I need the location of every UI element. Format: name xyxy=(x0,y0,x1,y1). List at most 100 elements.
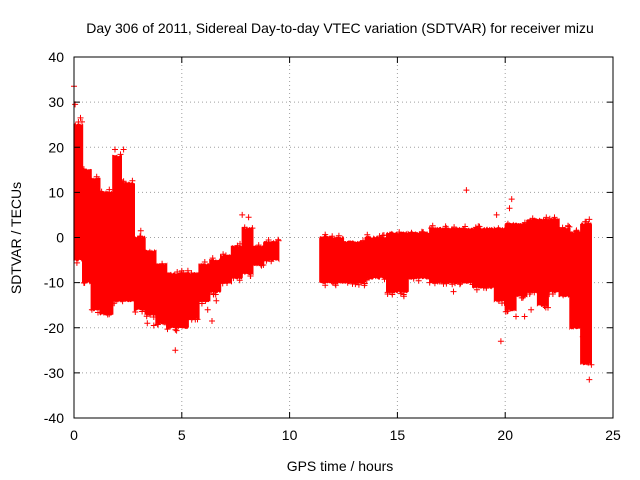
axes-layer xyxy=(73,56,614,419)
data-band-segment xyxy=(99,190,114,317)
data-point-outlier xyxy=(513,313,519,320)
data-point-outlier xyxy=(508,196,515,203)
data-point xyxy=(352,281,359,288)
data-point xyxy=(93,173,100,180)
data-point xyxy=(257,261,264,268)
data-point xyxy=(545,304,551,311)
data-point xyxy=(81,279,88,286)
data-point xyxy=(332,282,339,289)
data-band-segment xyxy=(569,230,582,331)
data-point xyxy=(344,279,351,286)
data-point xyxy=(410,275,417,282)
data-point xyxy=(531,289,538,296)
data-point xyxy=(418,228,425,235)
tick-label-layer: 0 5 10 15 20 25 -40 -30 -20 -10 0 10 20 30 40 xyxy=(44,49,621,443)
data-point-outlier xyxy=(204,306,211,313)
data-band-segment xyxy=(112,154,123,304)
data-point xyxy=(473,286,480,293)
data-band-segment xyxy=(133,235,146,312)
data-point xyxy=(241,224,248,231)
data-point-outlier xyxy=(450,288,457,295)
data-band-segment xyxy=(241,226,254,276)
x-axis-label: GPS time / hours xyxy=(287,458,394,474)
data-point xyxy=(73,259,80,266)
x-tick-label: 25 xyxy=(605,427,621,443)
data-point-outlier xyxy=(426,279,433,286)
data-point xyxy=(119,298,126,305)
data-point xyxy=(180,270,187,276)
data-point xyxy=(132,309,139,315)
data-point xyxy=(504,308,511,314)
data-point xyxy=(379,232,386,239)
data-point xyxy=(201,259,208,265)
data-point xyxy=(258,262,265,269)
y-tick-label: 0 xyxy=(56,230,64,246)
data-point xyxy=(120,178,127,185)
data-point xyxy=(255,242,262,249)
y-axis-label: SDTVAR / TECUs xyxy=(8,182,24,294)
data-point xyxy=(322,231,329,238)
data-point-outlier xyxy=(579,333,586,340)
data-point xyxy=(546,215,553,222)
data-point xyxy=(529,215,536,222)
data-point xyxy=(159,260,166,267)
data-band-segment xyxy=(155,262,168,325)
data-point xyxy=(247,273,254,279)
data-band-segment xyxy=(386,230,409,294)
data-point xyxy=(155,321,162,328)
data-point xyxy=(457,280,464,287)
data-point-outlier xyxy=(506,205,513,212)
data-point xyxy=(428,225,435,232)
y-tick-label: -20 xyxy=(44,320,64,336)
x-tick-label: 0 xyxy=(70,427,78,443)
data-point-outlier xyxy=(239,211,246,218)
data-point xyxy=(198,300,205,307)
data-band-segment xyxy=(120,181,135,304)
data-point-outlier xyxy=(213,297,220,304)
data-point-outlier xyxy=(497,338,504,345)
data-band-segment xyxy=(90,177,101,312)
data-point xyxy=(585,220,592,227)
data-point-outlier xyxy=(521,313,528,320)
data-band-segment xyxy=(558,226,571,299)
data-point xyxy=(104,311,111,318)
data-band-segment xyxy=(547,217,560,295)
data-point xyxy=(209,255,216,262)
data-point xyxy=(321,234,328,241)
data-point-outlier xyxy=(586,376,593,383)
data-band-segment xyxy=(515,222,528,299)
x-tick-label: 10 xyxy=(282,427,298,443)
data-point-outlier xyxy=(584,356,591,363)
data-point xyxy=(483,284,490,291)
data-point-outlier xyxy=(103,306,110,313)
data-point xyxy=(518,294,525,301)
data-point xyxy=(549,291,556,297)
data-point xyxy=(117,151,124,158)
data-point xyxy=(98,188,105,195)
data-point xyxy=(137,233,144,240)
data-point xyxy=(415,277,422,284)
data-band-segment xyxy=(176,271,189,330)
data-point xyxy=(111,300,118,307)
data-point-outlier xyxy=(77,114,84,121)
data-point xyxy=(265,237,272,243)
data-band-segment xyxy=(81,167,92,285)
data-point xyxy=(137,233,144,240)
y-tick-label: -10 xyxy=(44,275,64,291)
data-point xyxy=(236,277,243,284)
data-point xyxy=(249,225,256,232)
data-band-segment xyxy=(504,221,517,312)
data-band-segment xyxy=(166,270,179,331)
y-tick-label: 40 xyxy=(48,49,64,65)
data-point xyxy=(184,267,191,274)
data-point xyxy=(268,258,275,265)
data-point-outlier xyxy=(137,227,144,234)
data-point-outlier xyxy=(528,306,535,313)
data-point xyxy=(220,251,227,258)
data-point-outlier xyxy=(586,216,593,223)
data-point xyxy=(476,223,483,230)
data-point xyxy=(263,257,270,264)
data-band-segment xyxy=(209,257,222,294)
data-point xyxy=(462,223,469,230)
